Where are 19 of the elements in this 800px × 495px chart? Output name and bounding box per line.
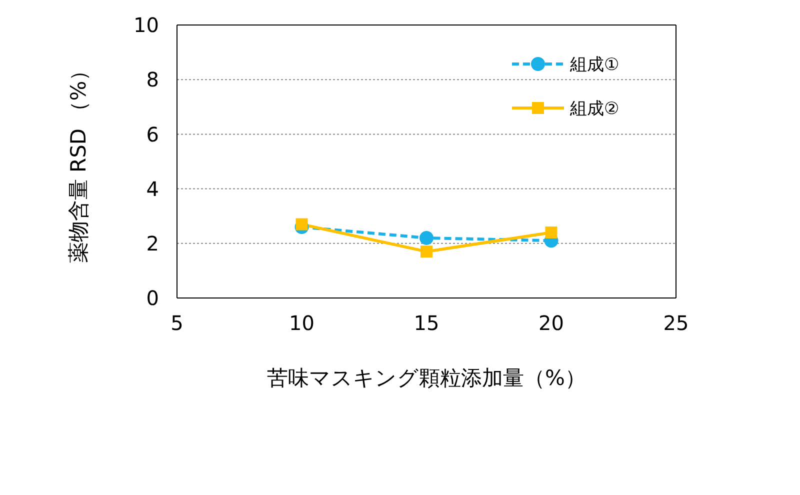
- y-tick-label: 10: [134, 13, 159, 38]
- y-tick-label: 8: [146, 68, 159, 92]
- x-tick-label: 5: [170, 311, 184, 336]
- y-tick-label: 6: [146, 122, 159, 146]
- y-tick-label: 4: [146, 176, 159, 201]
- x-tick-label: 15: [414, 311, 440, 336]
- x-tick-label: 20: [538, 311, 564, 336]
- x-tick-label: 10: [289, 311, 314, 336]
- y-tick-label: 0: [146, 286, 159, 310]
- point: [296, 218, 308, 230]
- point: [420, 246, 432, 258]
- legend-label: 組成①: [570, 54, 620, 76]
- y-tick-label: 2: [146, 232, 159, 256]
- point: [545, 226, 558, 238]
- legend-label: 組成②: [570, 98, 620, 120]
- x-axis-title: 苦味マスキング顆粒添加量（%）: [267, 366, 586, 390]
- point: [420, 230, 434, 245]
- x-tick-label: 25: [663, 311, 689, 336]
- y-axis-title: 薬物含量 RSD （%）: [66, 60, 90, 264]
